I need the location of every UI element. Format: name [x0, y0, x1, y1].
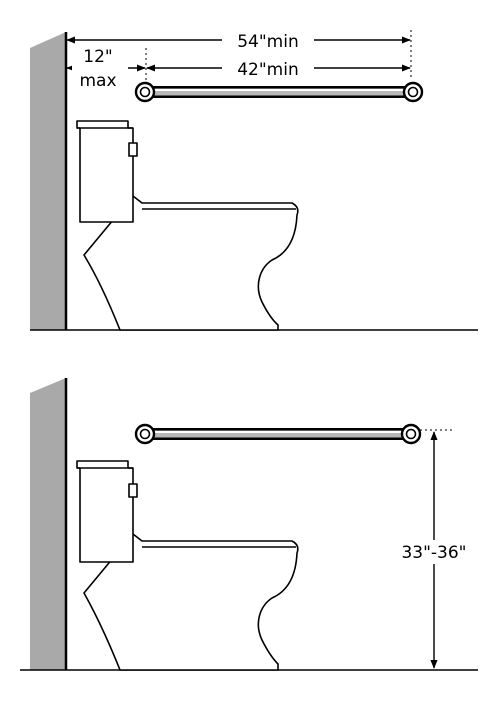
- toilet: [76, 120, 299, 331]
- side-grab-bar: [134, 423, 422, 445]
- overall-length-label-bg: [222, 30, 314, 50]
- side-toilet-tank: [76, 460, 134, 563]
- side-grab-bar-left-flange-ring: [139, 428, 151, 440]
- side-grab-bar-right-flange: [400, 423, 422, 445]
- side-toilet: [76, 460, 299, 671]
- grab-bar-right-flange: [402, 81, 424, 103]
- side-toilet-body: [83, 533, 299, 671]
- offset-value-label: 12": [83, 47, 112, 67]
- side-wall: [30, 378, 66, 670]
- bar-length-label: 42"min: [237, 60, 299, 80]
- grab-bar-right-flange-ring: [407, 86, 419, 98]
- rear-wall: [30, 32, 66, 330]
- grab-bar-left-flange-ring: [139, 86, 151, 98]
- flush-handle: [128, 142, 138, 157]
- side-wall-figure: 33"-36": [20, 378, 478, 671]
- height-label: 33"-36": [401, 543, 466, 563]
- offset-label-bg: [72, 60, 128, 90]
- overall-length-label: 54"min: [237, 32, 299, 52]
- grab-bar-left-flange: [134, 81, 156, 103]
- rear-wall-figure: 54"min 42"min 12" max: [30, 30, 478, 331]
- side-grab-bar-left-flange: [134, 423, 156, 445]
- height-label-bg: [391, 540, 477, 564]
- toilet-tank: [76, 120, 134, 223]
- offset-qualifier-label: max: [79, 71, 116, 91]
- bar-length-label-bg: [222, 58, 314, 78]
- side-grab-bar-right-flange-ring: [405, 428, 417, 440]
- toilet-body: [83, 195, 299, 331]
- grab-bar: [134, 81, 424, 103]
- side-flush-handle: [128, 483, 138, 498]
